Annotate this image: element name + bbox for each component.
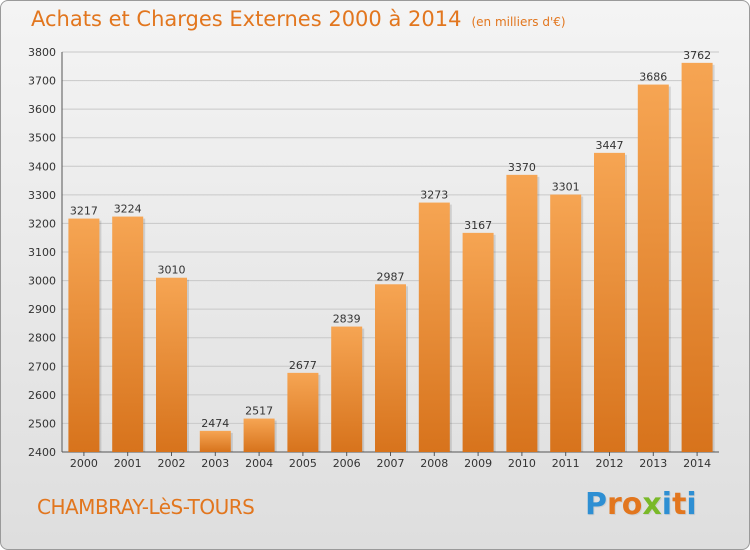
x-tick-label: 2005 [289, 457, 317, 470]
logo-letter: o [621, 487, 643, 522]
bar [243, 418, 275, 452]
y-tick-label: 3400 [28, 160, 56, 173]
bar [112, 216, 144, 452]
x-tick-label: 2000 [70, 457, 98, 470]
labels: 2400 2500 2600 2700 2800 2900 3000 3100 3200 3300… [28, 46, 711, 470]
bar [68, 218, 100, 452]
data-label: 3217 [70, 205, 98, 218]
y-tick-label: 3600 [28, 103, 56, 116]
data-label: 3301 [552, 181, 580, 194]
bar [199, 430, 231, 452]
y-tick-label: 3100 [28, 246, 56, 259]
y-tick-label: 2600 [28, 389, 56, 402]
x-tick-label: 2013 [639, 457, 667, 470]
logo-letter: t [672, 487, 687, 522]
logo-letter: r [607, 487, 622, 522]
y-tick-label: 3500 [28, 132, 56, 145]
data-label: 3370 [508, 161, 536, 174]
x-tick-label: 2010 [508, 457, 536, 470]
y-tick-label: 2800 [28, 332, 56, 345]
data-label: 2517 [245, 405, 273, 418]
y-tick-label: 2500 [28, 417, 56, 430]
bars [68, 62, 715, 453]
x-tick-label: 2008 [420, 457, 448, 470]
y-tick-label: 2700 [28, 360, 56, 373]
logo-letter: P [585, 487, 607, 522]
x-tick-label: 2011 [552, 457, 580, 470]
data-label: 2474 [201, 417, 229, 430]
bar [331, 326, 363, 452]
data-label: 3273 [420, 189, 448, 202]
y-tick-label: 3000 [28, 275, 56, 288]
bar [418, 202, 450, 452]
y-tick-label: 3300 [28, 189, 56, 202]
data-label: 3686 [639, 71, 667, 84]
bar [506, 174, 538, 452]
bar [681, 62, 713, 452]
data-label: 3167 [464, 219, 492, 232]
data-label: 3224 [114, 203, 142, 216]
data-label: 3447 [596, 139, 624, 152]
x-tick-label: 2012 [596, 457, 624, 470]
x-tick-label: 2014 [683, 457, 711, 470]
x-tick-label: 2009 [464, 457, 492, 470]
chart-subtitle: (en milliers d'€) [471, 15, 566, 29]
y-tick-label: 3700 [28, 75, 56, 88]
data-label: 3762 [683, 49, 711, 62]
bar [156, 277, 187, 452]
y-tick-label: 3200 [28, 217, 56, 230]
bar [637, 84, 669, 453]
bar [462, 232, 494, 452]
bar [550, 194, 582, 453]
x-tick-label: 2002 [158, 457, 186, 470]
logo-letter: x [642, 487, 662, 522]
bar [594, 152, 625, 452]
x-tick-label: 2004 [245, 457, 273, 470]
x-tick-label: 2003 [201, 457, 229, 470]
town-name: CHAMBRAY-LèS-TOURS [37, 495, 255, 519]
y-tick-label: 3800 [28, 46, 56, 59]
proxiti-logo: Proxiti [585, 487, 697, 522]
bar [375, 284, 406, 452]
data-label: 2677 [289, 359, 317, 372]
y-tick-label: 2900 [28, 303, 56, 316]
data-label: 3010 [158, 264, 186, 277]
y-tick-label: 2400 [28, 446, 56, 459]
chart-title: Achats et Charges Externes 2000 à 2014 (e… [31, 7, 566, 31]
x-tick-label: 2007 [377, 457, 405, 470]
data-label: 2987 [377, 270, 405, 283]
logo-letter: i [686, 487, 697, 522]
x-tick-label: 2006 [333, 457, 361, 470]
data-label: 2839 [333, 313, 361, 326]
logo-letter: i [661, 487, 673, 522]
x-tick-label: 2001 [114, 457, 142, 470]
chart-title-text: Achats et Charges Externes 2000 à 2014 [31, 7, 462, 31]
bar [287, 372, 319, 452]
